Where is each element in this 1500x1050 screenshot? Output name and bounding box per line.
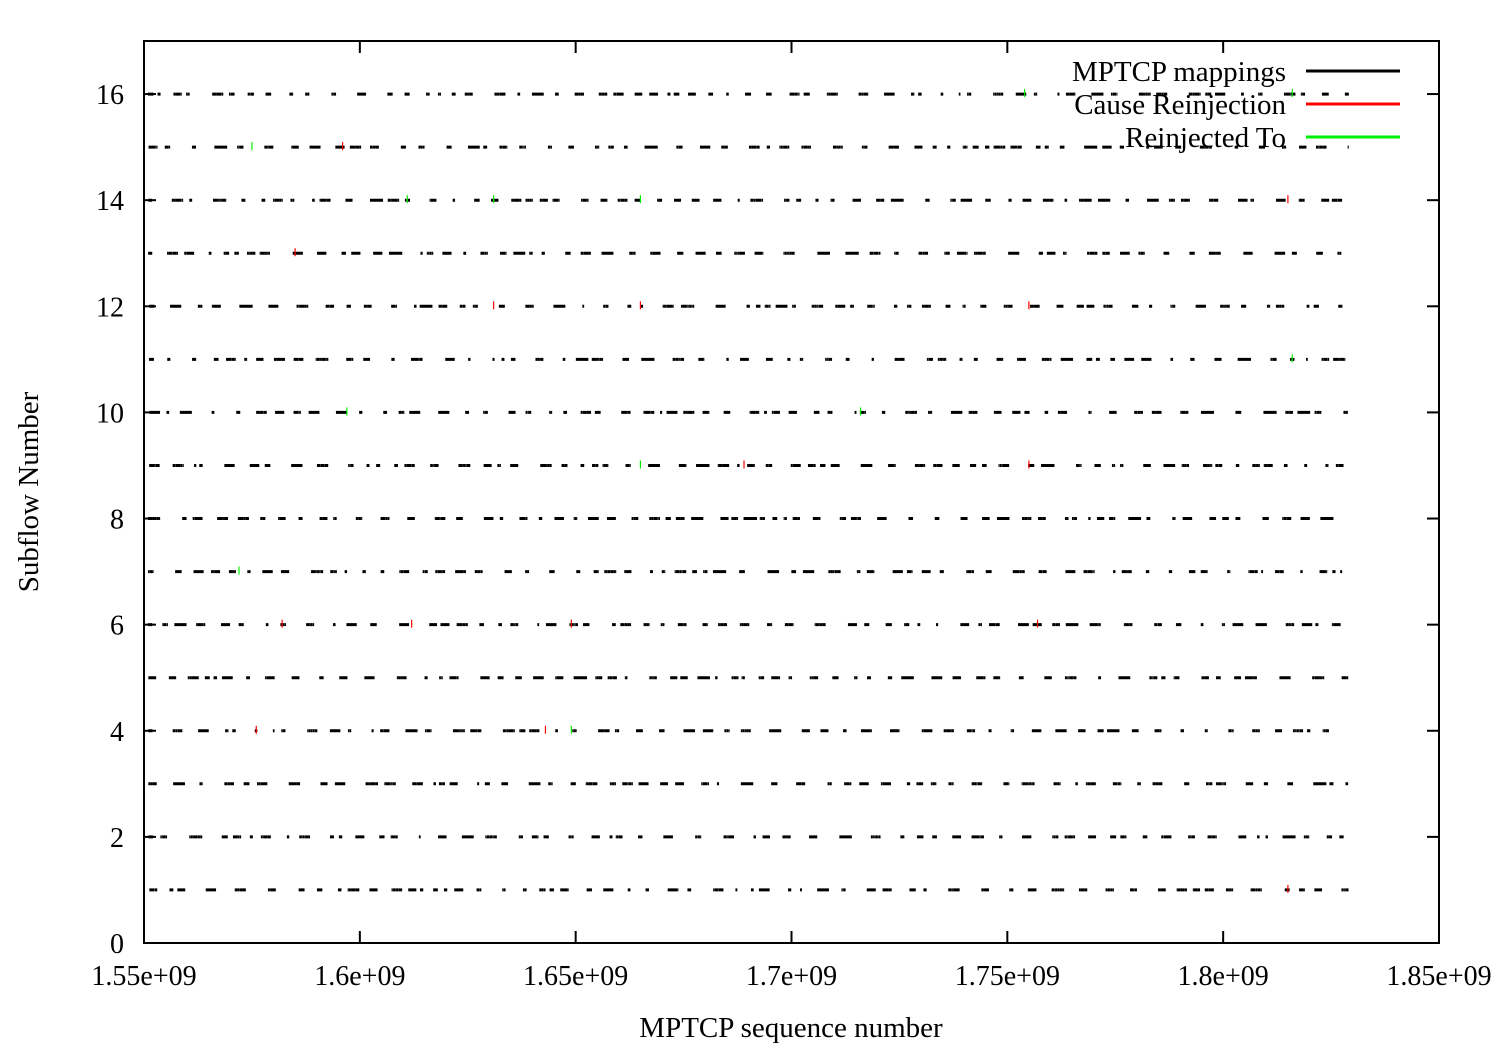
- x-tick-labels: 1.55e+09 1.6e+09 1.65e+09 1.7e+09 1.75e+09 1.…: [91, 961, 1491, 992]
- x-tick-label: 1.65e+09: [523, 961, 628, 992]
- legend-label: MPTCP mappings: [1072, 56, 1286, 88]
- y-tick-label: 0: [110, 929, 124, 960]
- subflow-13-mappings: [148, 251, 1342, 255]
- x-tick-label: 1.8e+09: [1178, 961, 1269, 992]
- x-tick-label: 1.85e+09: [1386, 961, 1491, 992]
- x-axis-title: MPTCP sequence number: [639, 1012, 943, 1044]
- x-tick-label: 1.55e+09: [91, 961, 196, 992]
- y-axis-title: Subflow Number: [13, 391, 45, 592]
- reinjection-marks: [238, 89, 1293, 893]
- legend-label: Reinjected To: [1125, 122, 1286, 154]
- subflow-3-mappings: [148, 782, 1349, 786]
- subflow-9-mappings: [149, 464, 1344, 467]
- y-tick-label: 10: [96, 398, 124, 429]
- x-tick-label: 1.6e+09: [314, 961, 405, 992]
- subflow-15-mappings: [148, 145, 1349, 149]
- subflow-7-mappings: [148, 570, 1343, 574]
- subflow-1-mappings: [149, 888, 1349, 892]
- y-tick-label: 12: [96, 292, 124, 323]
- mapping-marks: [147, 92, 1349, 892]
- y-tick-label: 16: [96, 80, 124, 111]
- subflow-5-mappings: [148, 676, 1349, 680]
- y-tick-label: 4: [110, 717, 124, 748]
- axis-ticks: [143, 41, 1440, 944]
- legend-label: Cause Reinjection: [1074, 89, 1286, 121]
- x-tick-label: 1.75e+09: [955, 961, 1060, 992]
- subflow-11-mappings: [148, 357, 1346, 361]
- y-tick-labels: 0 2 4 6 8 10 12 14 16: [96, 80, 124, 960]
- y-tick-label: 6: [110, 611, 124, 642]
- y-tick-label: 8: [110, 505, 124, 536]
- y-tick-label: 2: [110, 823, 124, 854]
- y-tick-label: 14: [96, 186, 124, 217]
- x-tick-label: 1.7e+09: [746, 961, 837, 992]
